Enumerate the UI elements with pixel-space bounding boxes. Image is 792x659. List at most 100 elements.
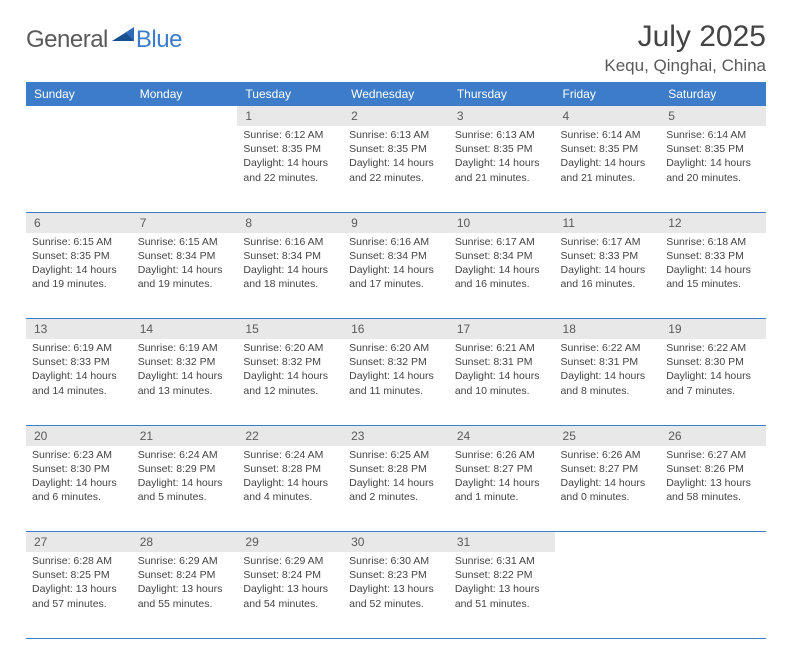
day-cell: Sunrise: 6:19 AMSunset: 8:32 PMDaylight:… — [132, 339, 238, 425]
day-number: 21 — [132, 426, 238, 446]
day-details: Sunrise: 6:24 AMSunset: 8:29 PMDaylight:… — [132, 446, 238, 509]
day-cell: Sunrise: 6:26 AMSunset: 8:27 PMDaylight:… — [449, 446, 555, 532]
day-number — [660, 532, 766, 538]
weekday-header: Wednesday — [343, 82, 449, 106]
day-number — [555, 532, 661, 538]
day-cell: Sunrise: 6:15 AMSunset: 8:34 PMDaylight:… — [132, 233, 238, 319]
header: General Blue July 2025 Kequ, Qinghai, Ch… — [26, 20, 766, 76]
weekday-header: Thursday — [449, 82, 555, 106]
location: Kequ, Qinghai, China — [604, 56, 766, 76]
day-cell — [132, 126, 238, 212]
weekday-header: Sunday — [26, 82, 132, 106]
day-cell: Sunrise: 6:27 AMSunset: 8:26 PMDaylight:… — [660, 446, 766, 532]
day-cell: Sunrise: 6:14 AMSunset: 8:35 PMDaylight:… — [555, 126, 661, 212]
day-cell: Sunrise: 6:21 AMSunset: 8:31 PMDaylight:… — [449, 339, 555, 425]
day-cell: Sunrise: 6:12 AMSunset: 8:35 PMDaylight:… — [237, 126, 343, 212]
day-cell: Sunrise: 6:20 AMSunset: 8:32 PMDaylight:… — [237, 339, 343, 425]
day-cell — [660, 552, 766, 638]
day-details: Sunrise: 6:15 AMSunset: 8:35 PMDaylight:… — [26, 233, 132, 296]
day-details: Sunrise: 6:21 AMSunset: 8:31 PMDaylight:… — [449, 339, 555, 402]
day-details: Sunrise: 6:28 AMSunset: 8:25 PMDaylight:… — [26, 552, 132, 615]
day-cell — [26, 126, 132, 212]
day-details: Sunrise: 6:18 AMSunset: 8:33 PMDaylight:… — [660, 233, 766, 296]
day-details: Sunrise: 6:23 AMSunset: 8:30 PMDaylight:… — [26, 446, 132, 509]
day-details: Sunrise: 6:22 AMSunset: 8:30 PMDaylight:… — [660, 339, 766, 402]
day-cell: Sunrise: 6:19 AMSunset: 8:33 PMDaylight:… — [26, 339, 132, 425]
day-number: 25 — [555, 426, 661, 446]
day-number — [26, 106, 132, 112]
day-cell: Sunrise: 6:17 AMSunset: 8:33 PMDaylight:… — [555, 233, 661, 319]
day-number: 11 — [555, 213, 661, 233]
day-cell — [555, 552, 661, 638]
day-number: 8 — [237, 213, 343, 233]
day-number: 10 — [449, 213, 555, 233]
day-cell: Sunrise: 6:20 AMSunset: 8:32 PMDaylight:… — [343, 339, 449, 425]
month-title: July 2025 — [604, 20, 766, 54]
day-cell: Sunrise: 6:13 AMSunset: 8:35 PMDaylight:… — [449, 126, 555, 212]
day-cell: Sunrise: 6:13 AMSunset: 8:35 PMDaylight:… — [343, 126, 449, 212]
day-cell: Sunrise: 6:22 AMSunset: 8:31 PMDaylight:… — [555, 339, 661, 425]
day-details: Sunrise: 6:29 AMSunset: 8:24 PMDaylight:… — [237, 552, 343, 615]
day-cell: Sunrise: 6:29 AMSunset: 8:24 PMDaylight:… — [237, 552, 343, 638]
day-number: 22 — [237, 426, 343, 446]
day-details: Sunrise: 6:31 AMSunset: 8:22 PMDaylight:… — [449, 552, 555, 615]
day-details: Sunrise: 6:25 AMSunset: 8:28 PMDaylight:… — [343, 446, 449, 509]
day-details: Sunrise: 6:17 AMSunset: 8:34 PMDaylight:… — [449, 233, 555, 296]
day-details: Sunrise: 6:30 AMSunset: 8:23 PMDaylight:… — [343, 552, 449, 615]
day-details: Sunrise: 6:19 AMSunset: 8:32 PMDaylight:… — [132, 339, 238, 402]
logo-text-2: Blue — [136, 26, 182, 54]
day-details: Sunrise: 6:22 AMSunset: 8:31 PMDaylight:… — [555, 339, 661, 402]
weekday-header: Tuesday — [237, 82, 343, 106]
day-number: 20 — [26, 426, 132, 446]
day-cell: Sunrise: 6:24 AMSunset: 8:29 PMDaylight:… — [132, 446, 238, 532]
day-details: Sunrise: 6:20 AMSunset: 8:32 PMDaylight:… — [237, 339, 343, 402]
day-details: Sunrise: 6:16 AMSunset: 8:34 PMDaylight:… — [237, 233, 343, 296]
day-cell: Sunrise: 6:29 AMSunset: 8:24 PMDaylight:… — [132, 552, 238, 638]
day-number: 26 — [660, 426, 766, 446]
day-details: Sunrise: 6:12 AMSunset: 8:35 PMDaylight:… — [237, 126, 343, 189]
day-details: Sunrise: 6:13 AMSunset: 8:35 PMDaylight:… — [449, 126, 555, 189]
day-number: 2 — [343, 106, 449, 126]
day-cell: Sunrise: 6:18 AMSunset: 8:33 PMDaylight:… — [660, 233, 766, 319]
day-cell: Sunrise: 6:24 AMSunset: 8:28 PMDaylight:… — [237, 446, 343, 532]
day-number: 3 — [449, 106, 555, 126]
logo-triangle-icon — [112, 27, 134, 50]
day-details: Sunrise: 6:26 AMSunset: 8:27 PMDaylight:… — [555, 446, 661, 509]
day-details: Sunrise: 6:17 AMSunset: 8:33 PMDaylight:… — [555, 233, 661, 296]
day-cell: Sunrise: 6:16 AMSunset: 8:34 PMDaylight:… — [237, 233, 343, 319]
day-number: 4 — [555, 106, 661, 126]
day-number: 18 — [555, 319, 661, 339]
day-cell: Sunrise: 6:16 AMSunset: 8:34 PMDaylight:… — [343, 233, 449, 319]
day-number: 23 — [343, 426, 449, 446]
day-number: 28 — [132, 532, 238, 552]
logo-text-1: General — [26, 26, 108, 54]
day-number: 24 — [449, 426, 555, 446]
day-cell: Sunrise: 6:17 AMSunset: 8:34 PMDaylight:… — [449, 233, 555, 319]
day-cell: Sunrise: 6:22 AMSunset: 8:30 PMDaylight:… — [660, 339, 766, 425]
day-number: 16 — [343, 319, 449, 339]
day-number: 29 — [237, 532, 343, 552]
day-details: Sunrise: 6:15 AMSunset: 8:34 PMDaylight:… — [132, 233, 238, 296]
day-cell: Sunrise: 6:14 AMSunset: 8:35 PMDaylight:… — [660, 126, 766, 212]
day-cell: Sunrise: 6:30 AMSunset: 8:23 PMDaylight:… — [343, 552, 449, 638]
day-number: 27 — [26, 532, 132, 552]
day-details: Sunrise: 6:29 AMSunset: 8:24 PMDaylight:… — [132, 552, 238, 615]
day-cell: Sunrise: 6:26 AMSunset: 8:27 PMDaylight:… — [555, 446, 661, 532]
day-number: 30 — [343, 532, 449, 552]
day-number: 15 — [237, 319, 343, 339]
day-number: 12 — [660, 213, 766, 233]
day-number: 19 — [660, 319, 766, 339]
day-details: Sunrise: 6:14 AMSunset: 8:35 PMDaylight:… — [555, 126, 661, 189]
calendar-table: Sunday Monday Tuesday Wednesday Thursday… — [26, 82, 766, 639]
day-details: Sunrise: 6:16 AMSunset: 8:34 PMDaylight:… — [343, 233, 449, 296]
logo: General Blue — [26, 26, 182, 54]
day-cell: Sunrise: 6:31 AMSunset: 8:22 PMDaylight:… — [449, 552, 555, 638]
day-details: Sunrise: 6:13 AMSunset: 8:35 PMDaylight:… — [343, 126, 449, 189]
weekday-header: Monday — [132, 82, 238, 106]
title-block: July 2025 Kequ, Qinghai, China — [604, 20, 766, 76]
day-details: Sunrise: 6:26 AMSunset: 8:27 PMDaylight:… — [449, 446, 555, 509]
day-details: Sunrise: 6:14 AMSunset: 8:35 PMDaylight:… — [660, 126, 766, 189]
weekday-header: Friday — [555, 82, 661, 106]
day-number: 9 — [343, 213, 449, 233]
day-number: 1 — [237, 106, 343, 126]
